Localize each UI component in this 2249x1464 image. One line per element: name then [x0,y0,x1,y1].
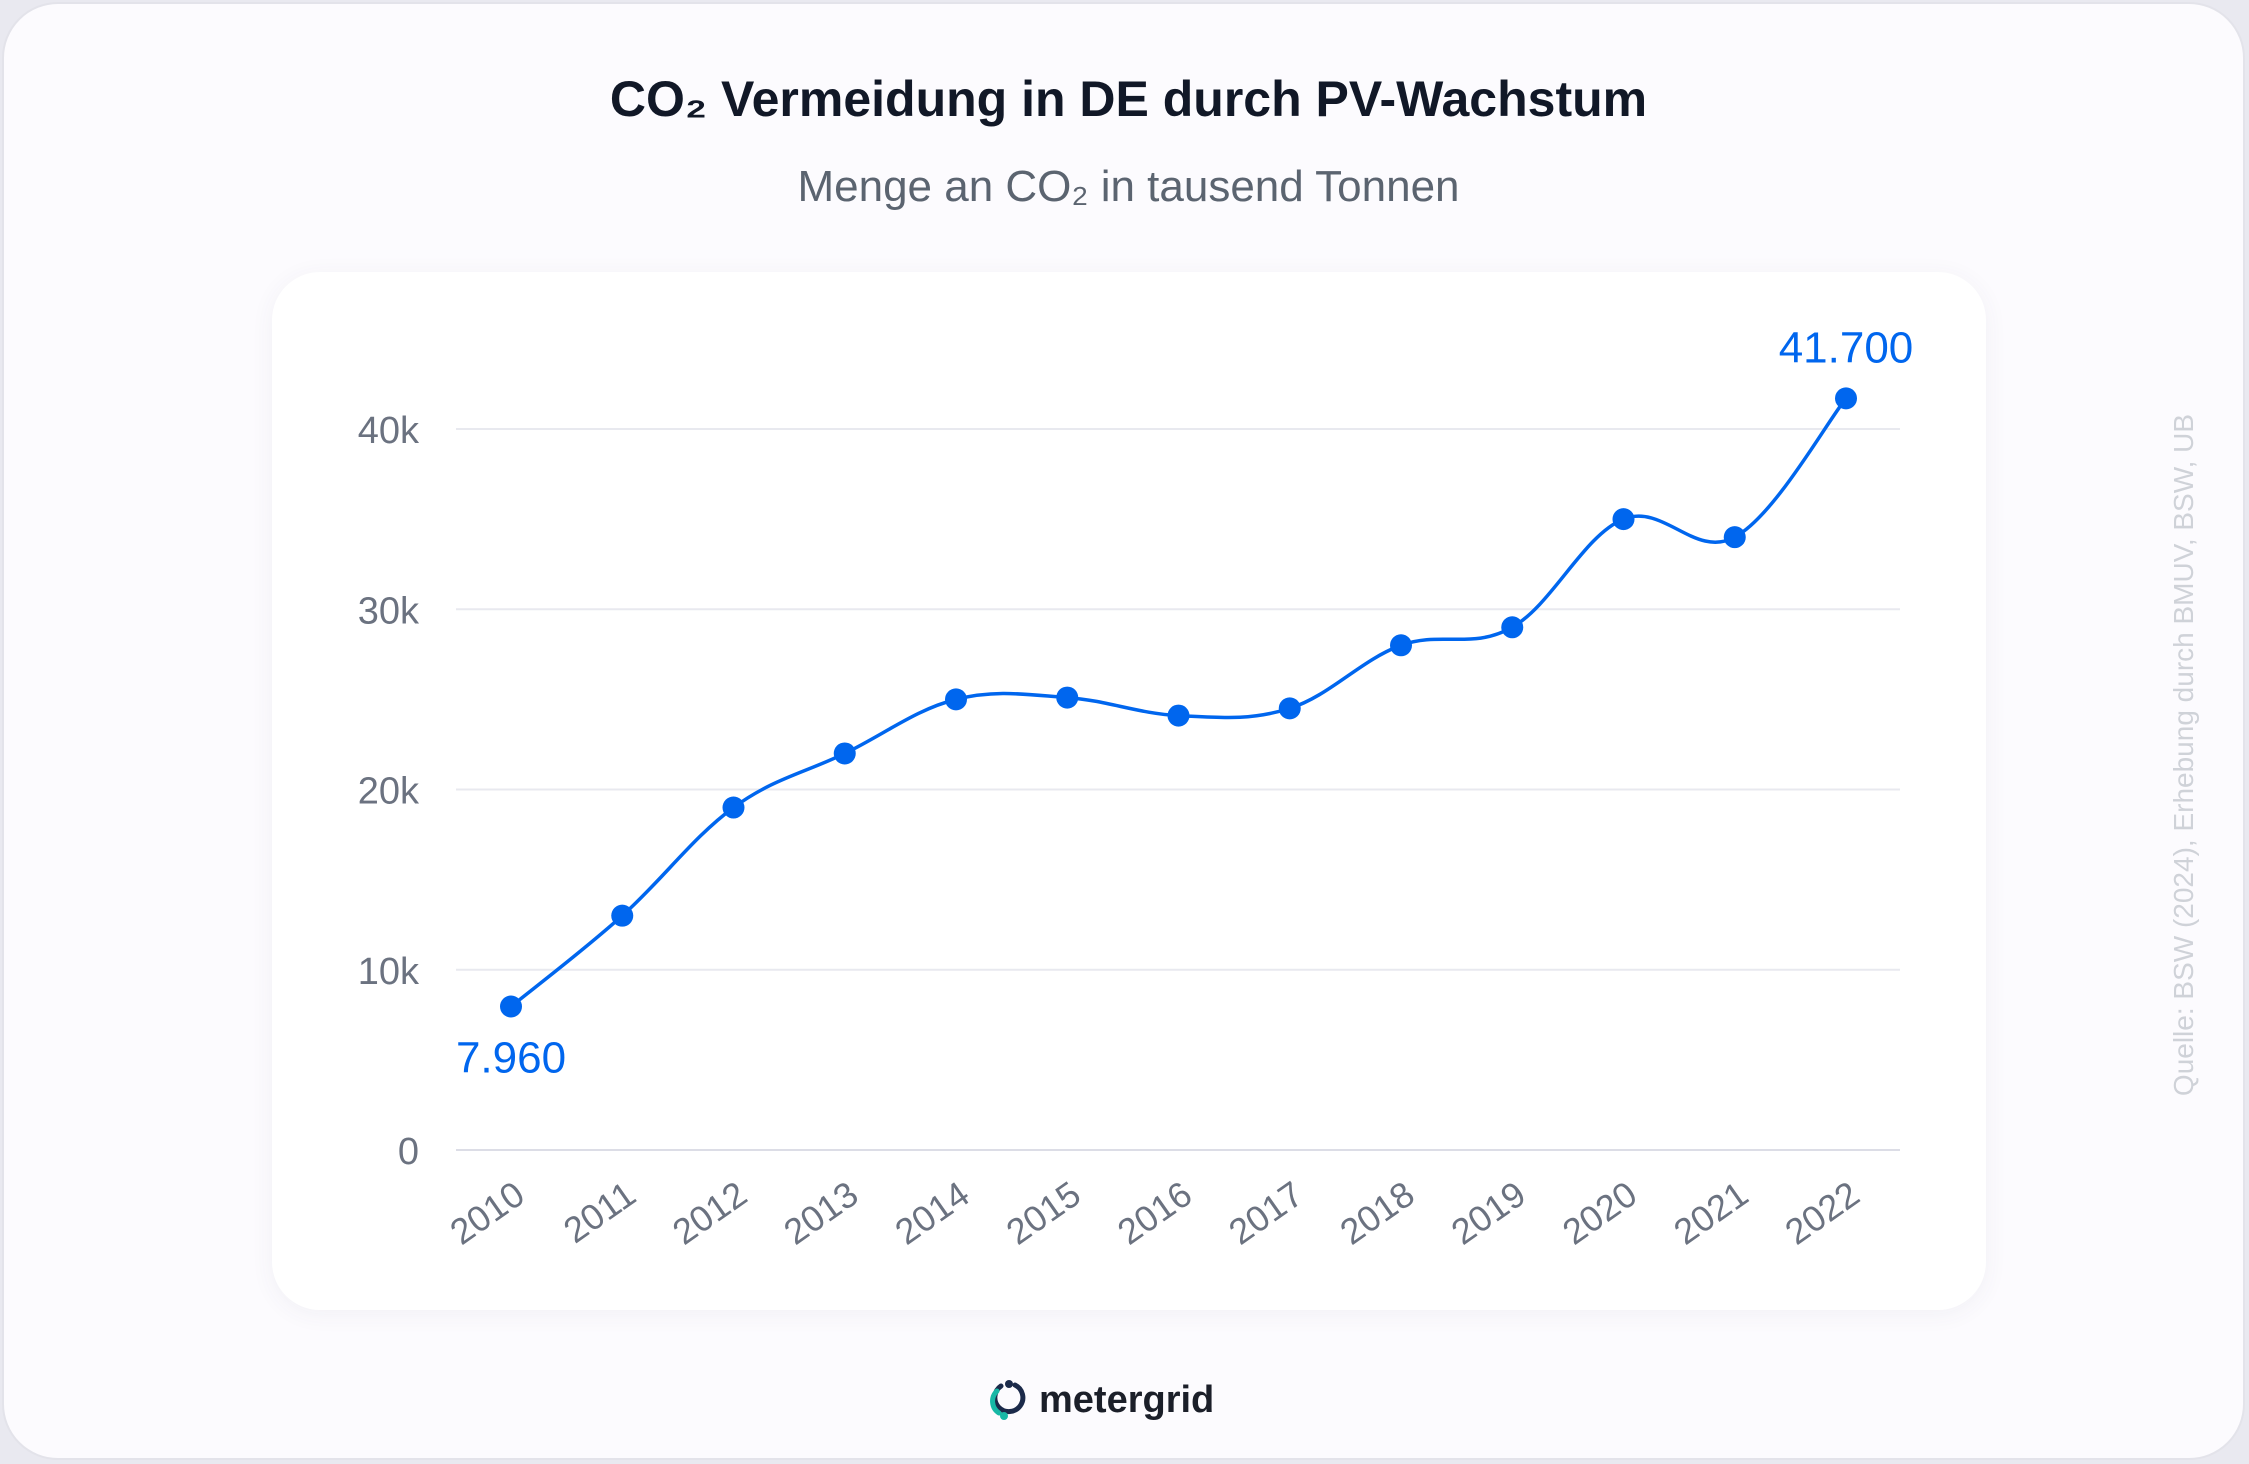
chart-title: CO₂ Vermeidung in DE durch PV-Wachstum [609,71,1648,127]
data-point [1167,704,1190,727]
data-point [833,742,856,765]
data-point [1723,526,1746,549]
y-tick-label: 30k [358,590,420,632]
y-tick-label: 20k [358,771,420,813]
data-point [1056,686,1079,709]
x-tick-label: 2020 [1555,1173,1644,1253]
metergrid-logo-icon [990,1380,1026,1420]
x-tick-label: 2010 [442,1173,531,1253]
data-point [1501,616,1524,639]
data-point [1390,634,1412,657]
line-chart: 0 10k 20k 30k 40k 2010 2011 2012 2013 2014 2015 201… [358,323,1914,1253]
x-tick-label: 2022 [1777,1173,1866,1253]
x-tick-label: 2014 [887,1173,976,1253]
plot-panel [272,272,1986,1310]
data-point [1612,508,1635,531]
data-point [945,688,967,711]
x-tick-label: 2012 [665,1173,754,1253]
y-tick-label: 10k [358,951,420,993]
x-tick-label: 2018 [1332,1173,1421,1253]
chart-subtitle: Menge an CO₂ in tausend Tonnen [797,162,1460,211]
data-label: 41.700 [1779,323,1914,372]
x-tick-label: 2017 [1221,1173,1310,1253]
x-tick-label: 2021 [1666,1173,1755,1253]
x-tick-label: 2019 [1444,1173,1533,1253]
x-tick-label: 2011 [556,1173,643,1251]
x-tick-label: 2015 [999,1173,1088,1253]
x-tick-label: 2013 [776,1173,865,1253]
data-point [1278,697,1301,720]
data-point [1835,387,1857,410]
data-point [500,995,522,1018]
y-tick-label: 40k [358,410,420,452]
x-tick-label: 2016 [1110,1173,1199,1253]
series-line [509,396,1848,1009]
source-note: Quelle: BSW (2024), Erhebung durch BMUV,… [2168,413,2199,1097]
data-point [722,796,745,819]
y-tick-label: 0 [398,1131,419,1173]
brand-name: metergrid [1039,1378,1215,1421]
brand-logo: metergrid [989,1376,1214,1424]
data-point [611,904,634,927]
data-label: 7.960 [456,1034,566,1083]
